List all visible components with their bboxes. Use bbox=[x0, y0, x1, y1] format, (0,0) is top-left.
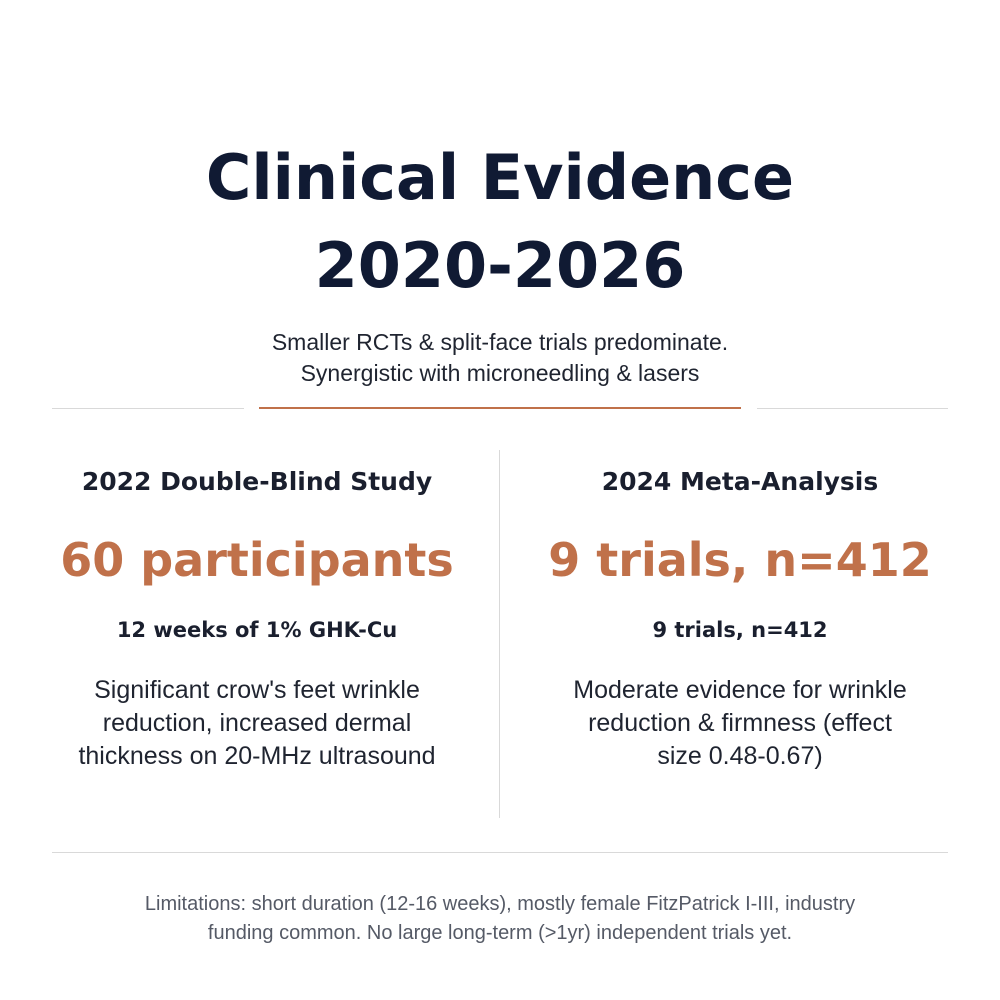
study-column-2022: 2022 Double-Blind Study 60 participants … bbox=[37, 462, 477, 773]
footer-line: funding common. No large long-term (>1yr… bbox=[207, 922, 793, 944]
divider-right bbox=[757, 408, 948, 409]
body-line: reduction, increased dermal bbox=[102, 709, 412, 737]
title-line: Clinical Evidence bbox=[205, 140, 795, 214]
body-line: reduction & firmness (effect bbox=[588, 709, 892, 737]
divider-accent bbox=[259, 407, 741, 409]
footer-line: Limitations: short duration (12-16 weeks… bbox=[144, 893, 856, 915]
column-title: 2024 Meta-Analysis bbox=[601, 467, 879, 496]
column-subheading: 9 trials, n=412 bbox=[652, 618, 828, 642]
column-stat: 60 participants bbox=[60, 533, 454, 587]
column-subheading: 12 weeks of 1% GHK-Cu bbox=[116, 618, 398, 642]
column-title: 2022 Double-Blind Study bbox=[81, 467, 433, 496]
meta-analysis-column-2024: 2024 Meta-Analysis 9 trials, n=412 9 tri… bbox=[520, 462, 960, 773]
body-line: Significant crow's feet wrinkle bbox=[94, 676, 420, 704]
body-line: size 0.48-0.67) bbox=[657, 742, 823, 770]
column-divider bbox=[499, 450, 500, 818]
column-body: Moderate evidence for wrinkle reduction … bbox=[520, 674, 960, 773]
column-stat: 9 trials, n=412 bbox=[548, 533, 932, 587]
subtitle-line: Synergistic with microneedling & lasers bbox=[300, 360, 700, 386]
body-line: thickness on 20-MHz ultrasound bbox=[78, 742, 436, 770]
title-line: 2020-2026 bbox=[314, 228, 686, 302]
page-subtitle: Smaller RCTs & split-face trials predomi… bbox=[0, 327, 1000, 389]
body-line: Moderate evidence for wrinkle bbox=[573, 676, 907, 704]
subtitle-line: Smaller RCTs & split-face trials predomi… bbox=[271, 329, 729, 355]
divider-left bbox=[52, 408, 244, 409]
column-body: Significant crow's feet wrinkle reductio… bbox=[37, 674, 477, 773]
limitations-note: Limitations: short duration (12-16 weeks… bbox=[0, 890, 1000, 948]
footer-divider bbox=[52, 852, 948, 853]
page-title: Clinical Evidence 2020-2026 bbox=[0, 134, 1000, 310]
